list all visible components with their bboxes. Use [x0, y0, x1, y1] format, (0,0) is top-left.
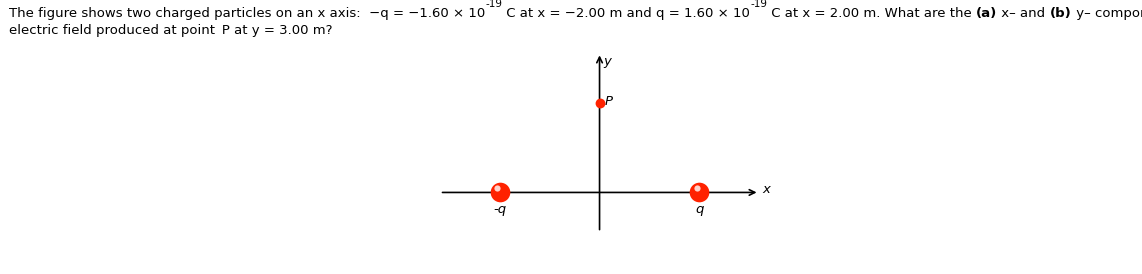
Point	[488, 186, 506, 191]
Text: -19: -19	[485, 0, 502, 9]
Text: y: y	[604, 55, 611, 68]
Text: (a): (a)	[976, 7, 997, 20]
Text: -q: -q	[493, 203, 506, 216]
Text: C at x = −2.00 m and q = 1.60 × 10: C at x = −2.00 m and q = 1.60 × 10	[502, 7, 750, 20]
Text: -19: -19	[750, 0, 767, 9]
Text: x: x	[762, 183, 770, 196]
Text: electric field produced at point  P at y = 3.00 m?: electric field produced at point P at y …	[9, 24, 332, 37]
Text: The figure shows two charged particles on an x axis:  −q = −1.60 × 10: The figure shows two charged particles o…	[9, 7, 485, 20]
Text: x– and: x– and	[997, 7, 1049, 20]
Text: P: P	[604, 95, 612, 108]
Text: C at x = 2.00 m. What are the: C at x = 2.00 m. What are the	[767, 7, 976, 20]
Point	[687, 186, 706, 191]
Point	[590, 100, 609, 105]
Point	[491, 190, 509, 195]
Text: (b): (b)	[1049, 7, 1071, 20]
Point	[691, 190, 709, 195]
Text: y– components of the net: y– components of the net	[1071, 7, 1142, 20]
Text: q: q	[695, 203, 703, 216]
